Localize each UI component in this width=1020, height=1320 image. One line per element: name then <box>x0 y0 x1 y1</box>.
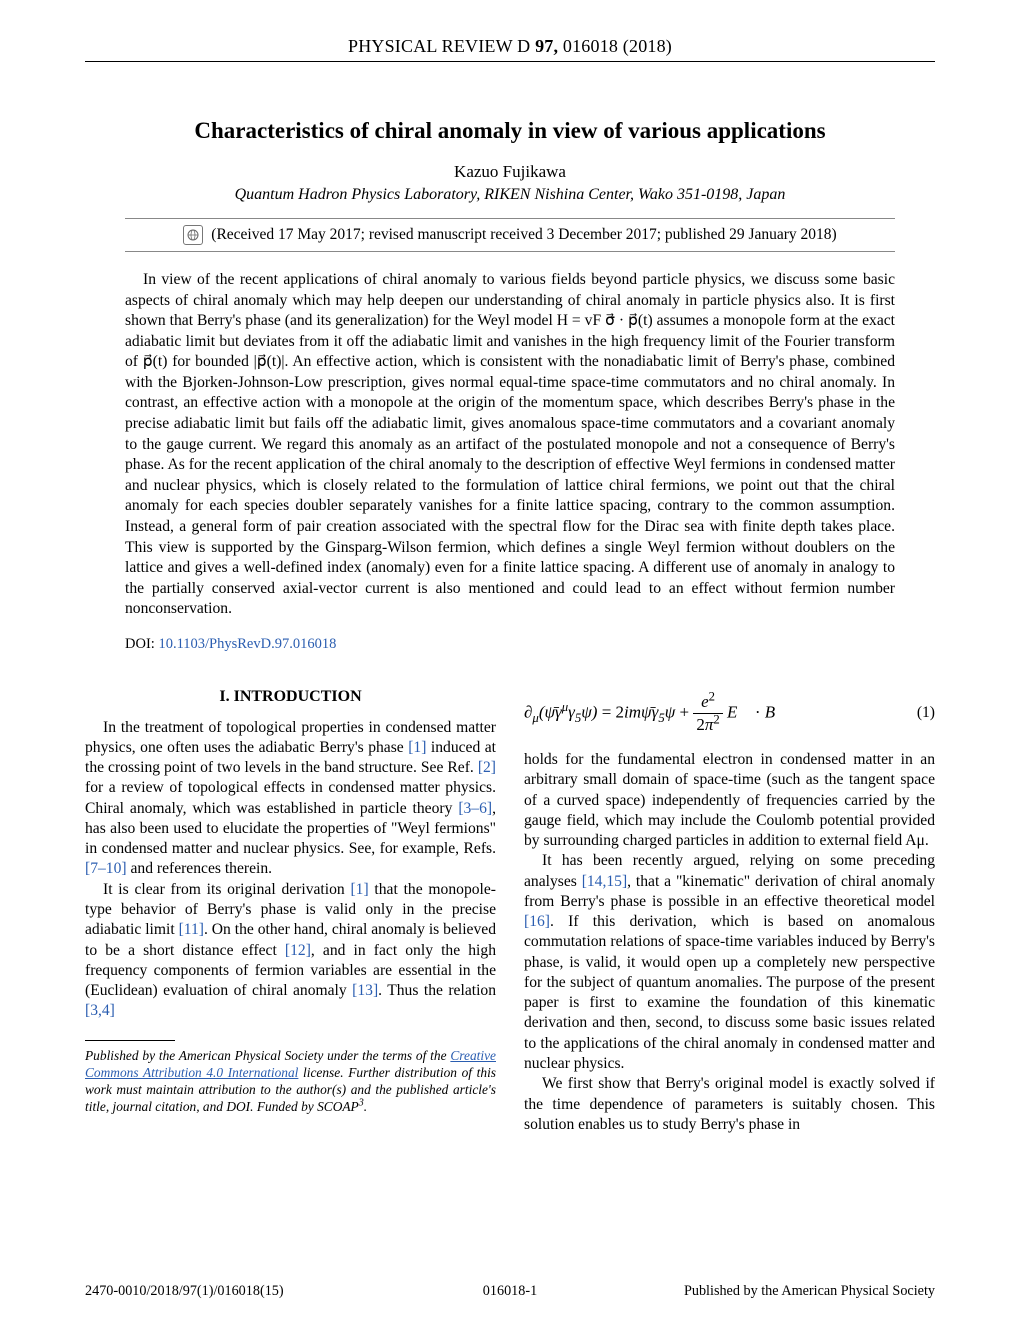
running-head: PHYSICAL REVIEW D 97, 016018 (2018) <box>85 36 935 62</box>
author: Kazuo Fujikawa <box>85 162 935 182</box>
citation-link[interactable]: [13] <box>352 982 378 999</box>
left-paragraph-1: In the treatment of topological properti… <box>85 718 496 880</box>
citation-link[interactable]: [3–6] <box>458 800 492 817</box>
right-column: ∂μ(ψ̄γμγ5ψ) = 2imψ̄γ5ψ + e22π2 E⃗ · B⃗ (… <box>524 681 935 1135</box>
body-columns: I. INTRODUCTION In the treatment of topo… <box>85 681 935 1135</box>
citation-link[interactable]: [1] <box>350 881 368 898</box>
open-access-icon <box>183 225 203 245</box>
section-heading: I. INTRODUCTION <box>85 687 496 708</box>
running-head-vol: 97, <box>535 36 558 56</box>
citation-link[interactable]: [14,15] <box>582 873 627 890</box>
footer-center: 016018-1 <box>85 1283 935 1300</box>
running-head-rest: 016018 (2018) <box>558 36 672 56</box>
text: It is clear from its original derivation <box>103 881 350 898</box>
citation-link[interactable]: [2] <box>478 759 496 776</box>
right-paragraph-2: It has been recently argued, relying on … <box>524 851 935 1074</box>
equation-1-row: ∂μ(ψ̄γμγ5ψ) = 2imψ̄γ5ψ + e22π2 E⃗ · B⃗ (… <box>524 691 935 736</box>
abstract-text: In view of the recent applications of ch… <box>125 270 895 620</box>
dates-row: (Received 17 May 2017; revised manuscrip… <box>125 218 895 252</box>
citation-link[interactable]: [1] <box>408 739 426 756</box>
equation-1: ∂μ(ψ̄γμγ5ψ) = 2imψ̄γ5ψ + e22π2 E⃗ · B⃗ <box>524 691 788 736</box>
citation-link[interactable]: [3,4] <box>85 1002 115 1019</box>
footnote-text: Published by the American Physical Socie… <box>85 1048 450 1063</box>
doi-label: DOI: <box>125 636 158 652</box>
doi-line: DOI: 10.1103/PhysRevD.97.016018 <box>125 636 895 653</box>
text: . Thus the relation <box>378 982 496 999</box>
right-paragraph-1: holds for the fundamental electron in co… <box>524 750 935 851</box>
abstract: In view of the recent applications of ch… <box>125 270 895 620</box>
equation-number: (1) <box>917 703 935 723</box>
citation-link[interactable]: [16] <box>524 913 550 930</box>
left-column: I. INTRODUCTION In the treatment of topo… <box>85 681 496 1135</box>
citation-link[interactable]: [11] <box>179 921 204 938</box>
article-dates: (Received 17 May 2017; revised manuscrip… <box>211 226 836 244</box>
text: and references therein. <box>127 860 272 877</box>
globe-icon <box>187 229 199 241</box>
license-footnote: Published by the American Physical Socie… <box>85 1047 496 1116</box>
citation-link[interactable]: [7–10] <box>85 860 127 877</box>
left-paragraph-2: It is clear from its original derivation… <box>85 880 496 1022</box>
footnote-text: . <box>364 1099 367 1114</box>
footnote-separator <box>85 1040 175 1041</box>
article-title: Characteristics of chiral anomaly in vie… <box>85 118 935 144</box>
affiliation: Quantum Hadron Physics Laboratory, RIKEN… <box>85 186 935 204</box>
text: . If this derivation, which is based on … <box>524 913 935 1072</box>
page-footer: 2470-0010/2018/97(1)/016018(15) 016018-1… <box>85 1283 935 1300</box>
citation-link[interactable]: [12] <box>285 942 311 959</box>
right-paragraph-3: We first show that Berry's original mode… <box>524 1074 935 1135</box>
running-head-prefix: PHYSICAL REVIEW D <box>348 36 535 56</box>
doi-link[interactable]: 10.1103/PhysRevD.97.016018 <box>158 636 336 652</box>
text: for a review of topological effects in c… <box>85 779 496 816</box>
